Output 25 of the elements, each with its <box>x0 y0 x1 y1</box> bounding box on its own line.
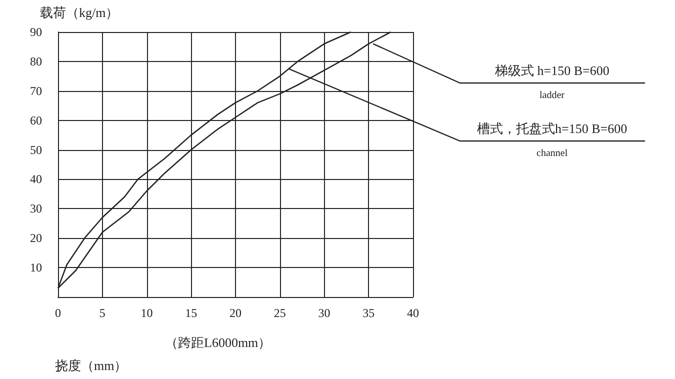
y-axis-title: 载荷（kg/m） <box>40 4 119 22</box>
x-tick-label: 35 <box>362 306 375 320</box>
x-tick-label: 15 <box>185 306 198 320</box>
y-tick-label: 60 <box>30 113 42 128</box>
x-tick-label: 40 <box>407 306 419 320</box>
y-tick-label: 90 <box>30 25 42 39</box>
text: 槽式，托盘式h=150 B=600 <box>477 120 628 138</box>
annotation: channel <box>536 148 568 158</box>
y-tick-label: 30 <box>30 202 42 216</box>
x-tick-label: 0 <box>55 306 61 320</box>
y-tick-label: 20 <box>30 231 42 246</box>
annotation: ladder <box>540 90 564 100</box>
y-tick-label: 50 <box>30 142 42 157</box>
x-tick-label: 25 <box>274 306 286 320</box>
x-axis-title: 挠度（mm） <box>55 357 128 375</box>
y-tick-label: 70 <box>30 84 42 98</box>
x-tick-label: 5 <box>99 306 106 320</box>
y-tick-label: 10 <box>30 260 42 275</box>
y-tick-label: 40 <box>30 172 42 186</box>
y-tick-label: 80 <box>30 54 42 68</box>
text: 梯级式 h=150 B=600 <box>495 62 610 80</box>
text: （跨距L6000mm） <box>165 334 272 352</box>
x-tick-label: 30 <box>318 306 330 320</box>
x-tick-label: 20 <box>230 306 242 320</box>
x-tick-label: 10 <box>140 306 153 320</box>
